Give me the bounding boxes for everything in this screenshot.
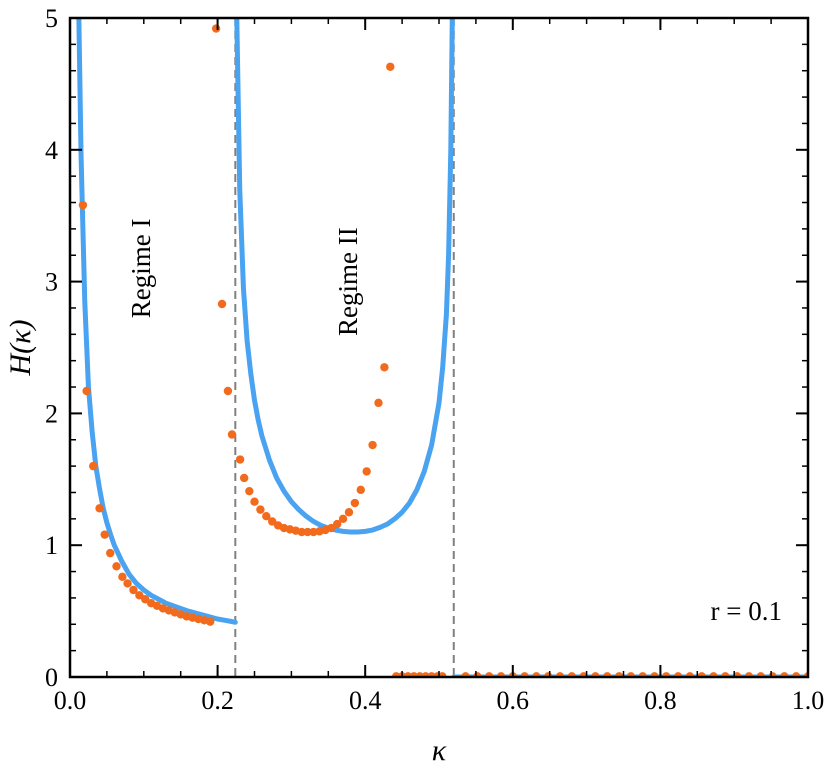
x-tick-label: 0.8 [644, 686, 677, 715]
regime-boundaries [234, 18, 455, 677]
data-point [118, 572, 127, 582]
y-tick-label: 3 [45, 268, 58, 297]
curve-segment-1 [76, 18, 238, 625]
data-point [356, 485, 365, 495]
y-tick-label: 0 [45, 663, 58, 692]
parameter-label: r = 0.1 [711, 596, 782, 626]
y-axis-label: H(κ) [4, 319, 37, 376]
data-point [297, 527, 306, 537]
data-point [368, 440, 377, 450]
x-axis-label: κ [432, 734, 447, 767]
tick-layer: 0.0 0.2 0.4 0.6 0.8 1.0 0 1 2 3 4 5 [45, 4, 824, 715]
data-point [268, 517, 277, 526]
data-point [362, 467, 371, 476]
plot-frame [68, 16, 810, 679]
data-point [78, 200, 88, 210]
y-tick-label: 5 [45, 4, 58, 33]
data-point [239, 473, 249, 483]
data-point [129, 585, 138, 595]
data-point [235, 455, 245, 464]
data-point [82, 386, 91, 396]
y-tick-label: 2 [45, 399, 58, 428]
data-point [374, 398, 383, 408]
data-point [327, 523, 336, 533]
data-point [227, 430, 237, 439]
data-point [338, 514, 348, 524]
curve-segment-2 [234, 18, 455, 535]
data-point [386, 62, 395, 71]
data-point [135, 591, 144, 600]
data-point [141, 595, 150, 604]
y-tick-label: 1 [45, 531, 58, 560]
data-point [250, 497, 259, 506]
regime-1-label: Regime I [126, 219, 156, 319]
x-tick-label: 0.2 [201, 686, 234, 715]
regime-2-label: Regime II [333, 227, 363, 336]
data-point [95, 504, 104, 513]
data-point [223, 386, 233, 396]
curve-layer [76, 18, 808, 677]
data-point [112, 562, 121, 571]
data-point [123, 579, 132, 588]
x-tick-label: 1.0 [792, 686, 825, 715]
data-point [89, 461, 98, 471]
data-point [332, 519, 342, 529]
data-point [380, 363, 389, 372]
x-tick-label: 0.0 [54, 686, 87, 715]
data-point [106, 548, 115, 558]
y-tick-label: 4 [45, 136, 58, 165]
x-tick-label: 0.4 [349, 686, 382, 715]
data-point [262, 512, 271, 521]
data-point [350, 498, 360, 508]
data-point [303, 527, 312, 537]
data-point [211, 24, 221, 33]
data-point [344, 508, 354, 517]
x-tick-label: 0.6 [497, 686, 530, 715]
data-point [206, 617, 215, 626]
data-point [245, 486, 254, 496]
data-point [256, 505, 265, 514]
data-point [217, 299, 227, 309]
data-point [100, 530, 109, 539]
